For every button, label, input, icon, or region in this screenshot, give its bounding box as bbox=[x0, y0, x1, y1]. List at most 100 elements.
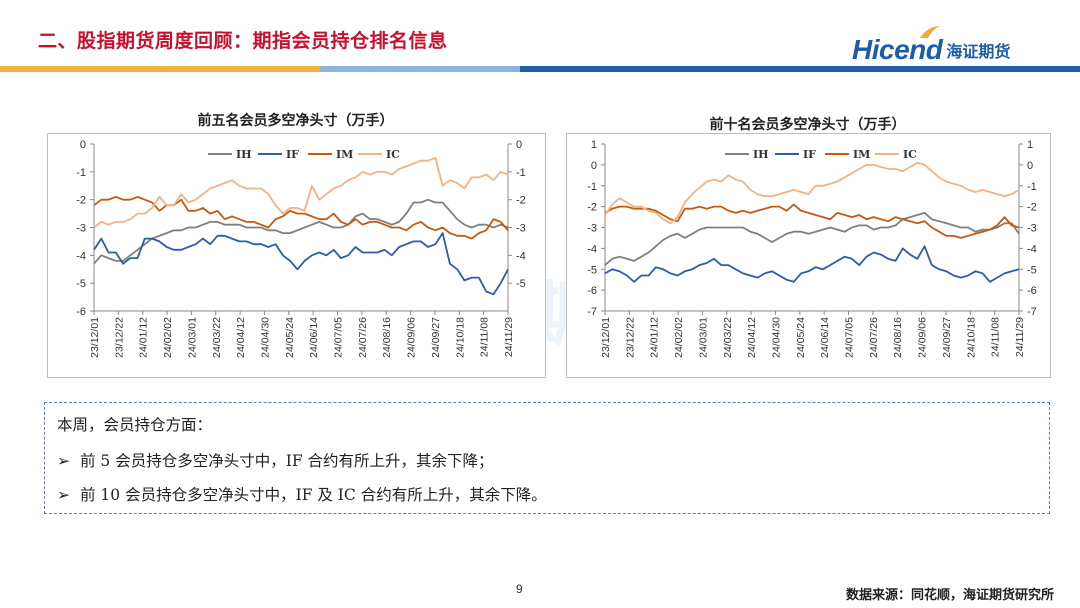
y-tick-label: -7 bbox=[587, 306, 597, 318]
chart-top10-frame: 1 0 -1 -2 -3 -4 -5 -6 -7 1 0 -1 -2 -3 -4 -5 -6 -7 23/12/01… bbox=[566, 133, 1051, 378]
legend-label-if: IF bbox=[803, 148, 816, 161]
summary-bullet-text: 前 10 会员持仓多空净头寸中，IF 及 IC 合约有所上升，其余下降。 bbox=[80, 486, 547, 504]
logo-text-cn: 海证期货 bbox=[946, 42, 1011, 61]
x-tick-label: 24/07/26 bbox=[868, 317, 880, 358]
y2-tick-label: -5 bbox=[516, 278, 526, 290]
x-tick-label: 24/10/18 bbox=[454, 317, 466, 358]
x-tick-label: 23/12/01 bbox=[600, 317, 612, 358]
legend-label-ic: IC bbox=[903, 148, 917, 161]
y-tick-label: -6 bbox=[587, 285, 597, 297]
data-source: 数据来源：同花顺，海证期货研究所 bbox=[845, 588, 1054, 603]
y-tick-label: -2 bbox=[587, 202, 597, 214]
logo: Hicend 海证期货 bbox=[852, 30, 1010, 70]
x-tick-label: 24/09/27 bbox=[941, 317, 953, 358]
x-tick-label: 24/05/24 bbox=[795, 317, 807, 358]
x-tick-label: 24/06/14 bbox=[308, 317, 320, 358]
x-tick-label: 24/04/12 bbox=[746, 317, 758, 358]
summary-bullet-text: 前 5 会员持仓多空净头寸中，IF 合约有所上升，其余下降； bbox=[80, 452, 494, 470]
legend-label-ih: IH bbox=[753, 148, 769, 161]
chart-top5: 0 -1 -2 -3 -4 -5 -6 0 -1 -2 -3 -4 -5 23/12/01 23/12/22… bbox=[76, 139, 526, 358]
legend-label-ih: IH bbox=[236, 148, 252, 161]
series-line-im bbox=[93, 196, 509, 240]
series-line-if bbox=[93, 232, 509, 296]
summary-bullet-2: ➢ 前 10 会员持仓多空净头寸中，IF 及 IC 合约有所上升，其余下降。 bbox=[57, 483, 547, 505]
x-tick-label: 24/10/18 bbox=[965, 317, 977, 358]
x-tick-label: 24/03/22 bbox=[722, 317, 734, 358]
y2-tick-label: 0 bbox=[1027, 160, 1033, 172]
x-tick-label: 24/09/06 bbox=[917, 317, 929, 358]
x-tick-label: 24/11/08 bbox=[990, 317, 1002, 357]
x-tick-label: 24/03/22 bbox=[211, 317, 223, 358]
summary-box: 本周，会员持仓方面： ➢ 前 5 会员持仓多空净头寸中，IF 合约有所上升，其余下… bbox=[44, 402, 1050, 514]
summary-bullet-1: ➢ 前 5 会员持仓多空净头寸中，IF 合约有所上升，其余下降； bbox=[57, 449, 494, 471]
page-number: 9 bbox=[516, 582, 523, 596]
y2-tick-label: -2 bbox=[516, 195, 526, 207]
legend-label-if: IF bbox=[286, 148, 299, 161]
x-tick-label: 24/03/01 bbox=[697, 317, 709, 358]
y-tick-label: 0 bbox=[80, 139, 86, 151]
summary-intro: 本周，会员持仓方面： bbox=[57, 416, 213, 434]
chart-top10: 10-1-2-3-4-5-6-710-1-2-3-4-5-6-723/12/01… bbox=[587, 139, 1037, 358]
x-tick-label: 24/06/14 bbox=[819, 317, 831, 358]
header-bar-orange bbox=[0, 66, 320, 72]
chart-top5-title: 前五名会员多空净头寸（万手） bbox=[197, 113, 394, 129]
series-line-ic bbox=[93, 156, 509, 229]
series-line-ic bbox=[604, 161, 1020, 225]
logo-text-en: Hicend bbox=[852, 34, 943, 65]
y-tick-label: -4 bbox=[76, 250, 86, 262]
x-tick-label: 24/02/02 bbox=[673, 317, 685, 358]
y2-tick-label: -1 bbox=[516, 167, 526, 179]
y2-tick-label: -7 bbox=[1027, 306, 1037, 318]
legend-label-ic: IC bbox=[386, 148, 400, 161]
x-tick-label: 24/07/05 bbox=[333, 317, 345, 358]
x-tick-label: 24/08/16 bbox=[381, 317, 393, 358]
header-bar-lightblue bbox=[320, 66, 520, 72]
series-line-ih bbox=[604, 212, 1020, 266]
x-tick-label: 23/12/01 bbox=[89, 317, 101, 358]
y2-tick-label: 0 bbox=[516, 139, 522, 151]
y2-tick-label: -1 bbox=[1027, 181, 1037, 193]
x-tick-label: 24/07/05 bbox=[844, 317, 856, 358]
x-tick-label: 24/05/24 bbox=[284, 317, 296, 358]
y-tick-label: -2 bbox=[76, 195, 86, 207]
y-tick-label: -5 bbox=[587, 264, 597, 276]
chart-top5-frame: 0 -1 -2 -3 -4 -5 -6 0 -1 -2 -3 -4 -5 23/12/01 23/12/22… bbox=[47, 133, 546, 378]
x-tick-label: 24/04/30 bbox=[770, 317, 782, 358]
legend-label-im: IM bbox=[853, 148, 870, 161]
x-tick-label: 24/02/02 bbox=[162, 317, 174, 358]
x-tick-label: 24/09/06 bbox=[406, 317, 418, 358]
y-tick-label: -4 bbox=[587, 243, 597, 255]
y2-tick-label: 1 bbox=[1027, 139, 1033, 151]
y-tick-label: -1 bbox=[587, 181, 597, 193]
y-tick-label: -3 bbox=[587, 223, 597, 235]
x-tick-label: 24/04/30 bbox=[259, 317, 271, 358]
bullet-arrow-icon: ➢ bbox=[57, 452, 70, 470]
y2-tick-label: -2 bbox=[1027, 202, 1037, 214]
bullet-arrow-icon: ➢ bbox=[57, 486, 70, 504]
x-tick-label: 24/11/29 bbox=[1014, 317, 1026, 357]
x-tick-label: 24/04/12 bbox=[235, 317, 247, 358]
y2-tick-label: -4 bbox=[516, 250, 526, 262]
y2-tick-label: -6 bbox=[1027, 285, 1037, 297]
x-tick-label: 24/08/16 bbox=[892, 317, 904, 358]
series-line-ih bbox=[93, 198, 509, 265]
y-tick-label: -3 bbox=[76, 223, 86, 235]
y-tick-label: 0 bbox=[591, 160, 597, 172]
x-tick-label: 24/09/27 bbox=[430, 317, 442, 358]
y2-tick-label: -3 bbox=[1027, 223, 1037, 235]
y2-tick-label: -4 bbox=[1027, 243, 1037, 255]
series-line-if bbox=[604, 245, 1020, 283]
chart-top10-title: 前十名会员多空净头寸（万手） bbox=[709, 117, 906, 133]
header-bar-blue bbox=[520, 66, 1080, 72]
x-tick-label: 24/11/08 bbox=[479, 317, 491, 357]
y2-tick-label: -3 bbox=[516, 223, 526, 235]
y-tick-label: 1 bbox=[591, 139, 597, 151]
x-tick-label: 24/01/12 bbox=[138, 317, 150, 358]
y-tick-label: -1 bbox=[76, 167, 86, 179]
x-tick-label: 24/11/29 bbox=[503, 317, 515, 357]
y-tick-label: -6 bbox=[76, 306, 86, 318]
logo-swoosh-icon bbox=[920, 26, 940, 38]
x-tick-label: 24/07/26 bbox=[357, 317, 369, 358]
page-title: 二、股指期货周度回顾：期指会员持仓排名信息 bbox=[38, 30, 448, 52]
legend-label-im: IM bbox=[336, 148, 353, 161]
